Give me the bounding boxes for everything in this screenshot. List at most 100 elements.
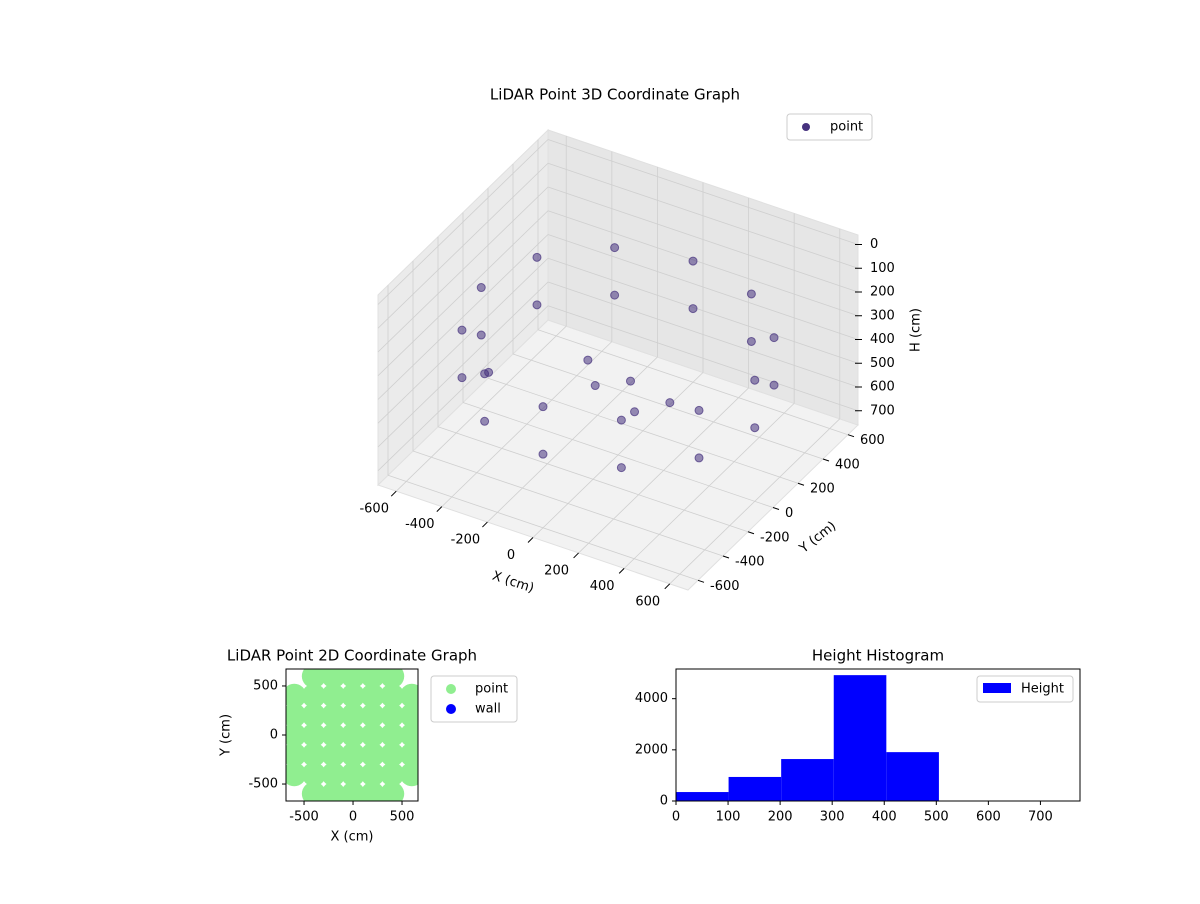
legend-marker bbox=[446, 684, 456, 694]
x-tick-label: 700 bbox=[1028, 810, 1053, 825]
grid-line bbox=[377, 186, 549, 353]
point bbox=[476, 283, 486, 293]
y-tick-label: -600 bbox=[710, 579, 740, 594]
point bbox=[457, 373, 467, 383]
x-tick-label: 600 bbox=[976, 810, 1001, 825]
point bbox=[301, 781, 326, 801]
point bbox=[341, 669, 366, 689]
point bbox=[694, 405, 704, 415]
point bbox=[360, 723, 385, 747]
legend-label: point bbox=[830, 120, 863, 135]
point bbox=[399, 762, 418, 787]
grid-line bbox=[377, 281, 549, 448]
grid-line bbox=[547, 210, 859, 317]
point bbox=[360, 703, 385, 728]
grid-line bbox=[547, 234, 859, 340]
z-axis-label: H (cm) bbox=[909, 308, 924, 352]
grid-line bbox=[377, 234, 549, 400]
chart-title: LiDAR Point 2D Coordinate Graph bbox=[227, 647, 477, 665]
point bbox=[694, 453, 704, 463]
chart-title: Height Histogram bbox=[812, 647, 944, 665]
y-tick-label: 0 bbox=[660, 794, 668, 809]
point bbox=[380, 742, 405, 767]
grid-line bbox=[547, 186, 859, 293]
x-tick bbox=[618, 568, 625, 574]
bar bbox=[781, 759, 834, 801]
point bbox=[750, 375, 760, 385]
x-tick-label: 400 bbox=[872, 810, 897, 825]
z-tick-label: 400 bbox=[870, 332, 895, 347]
point bbox=[360, 781, 385, 801]
point bbox=[380, 781, 405, 801]
y-tick-label: -200 bbox=[760, 530, 790, 545]
point bbox=[399, 742, 418, 767]
grid-line bbox=[547, 257, 859, 364]
point bbox=[321, 683, 346, 708]
y-tick-label: -400 bbox=[735, 555, 765, 570]
legend-label: Height bbox=[1021, 682, 1064, 697]
grid-line bbox=[377, 139, 549, 305]
point bbox=[688, 304, 698, 314]
point bbox=[480, 416, 490, 426]
y-tick-label: 0 bbox=[785, 506, 793, 521]
grid-line bbox=[377, 210, 549, 377]
grid-line bbox=[377, 162, 549, 329]
y-tick bbox=[797, 482, 805, 486]
point bbox=[321, 742, 346, 767]
point bbox=[746, 336, 756, 346]
bar bbox=[833, 675, 887, 801]
legend-box bbox=[976, 675, 1074, 703]
y-tick bbox=[697, 579, 705, 583]
point bbox=[360, 683, 385, 708]
frame bbox=[675, 668, 1081, 802]
z-tick-label: 500 bbox=[870, 356, 895, 371]
grid-line bbox=[412, 450, 724, 557]
grid-line bbox=[547, 139, 859, 245]
x-axis-label: X (cm) bbox=[331, 830, 374, 845]
point bbox=[484, 367, 494, 377]
point bbox=[321, 762, 346, 787]
point bbox=[399, 703, 418, 728]
point bbox=[380, 669, 405, 689]
y-tick-label: 200 bbox=[810, 482, 835, 497]
y-tick-label: -500 bbox=[248, 777, 278, 792]
point bbox=[341, 742, 366, 767]
chart-title: LiDAR Point 3D Coordinate Graph bbox=[490, 86, 740, 104]
y-tick bbox=[822, 458, 830, 462]
point bbox=[476, 330, 486, 340]
point bbox=[532, 300, 542, 310]
point bbox=[321, 723, 346, 747]
point bbox=[380, 683, 405, 708]
grid-line bbox=[377, 305, 549, 472]
point bbox=[616, 463, 626, 473]
x-tick-label: 300 bbox=[820, 810, 845, 825]
y-tick bbox=[847, 434, 855, 438]
point bbox=[380, 723, 405, 747]
x-tick bbox=[664, 583, 671, 590]
legend-marker bbox=[802, 123, 810, 131]
legend-marker bbox=[983, 683, 1011, 693]
y-tick-label: 0 bbox=[270, 728, 278, 743]
grid-line bbox=[547, 281, 859, 388]
point bbox=[590, 381, 600, 391]
x-tick-label: -500 bbox=[289, 810, 319, 825]
point bbox=[750, 423, 760, 433]
point bbox=[341, 762, 366, 787]
x-tick-label: -600 bbox=[359, 502, 389, 517]
grid-line bbox=[387, 474, 699, 581]
y-tick-label: 600 bbox=[860, 433, 885, 448]
point bbox=[665, 398, 675, 408]
point bbox=[321, 781, 346, 801]
plot-area bbox=[286, 669, 418, 801]
point bbox=[286, 683, 307, 708]
z-tick-label: 300 bbox=[870, 308, 895, 323]
point bbox=[688, 256, 698, 266]
point bbox=[380, 703, 405, 728]
point bbox=[360, 669, 385, 689]
point bbox=[301, 723, 326, 747]
point bbox=[769, 333, 779, 343]
x-tick-label: 600 bbox=[635, 594, 660, 609]
point bbox=[532, 252, 542, 262]
x-tick-label: 0 bbox=[672, 810, 680, 825]
bar bbox=[728, 776, 782, 801]
